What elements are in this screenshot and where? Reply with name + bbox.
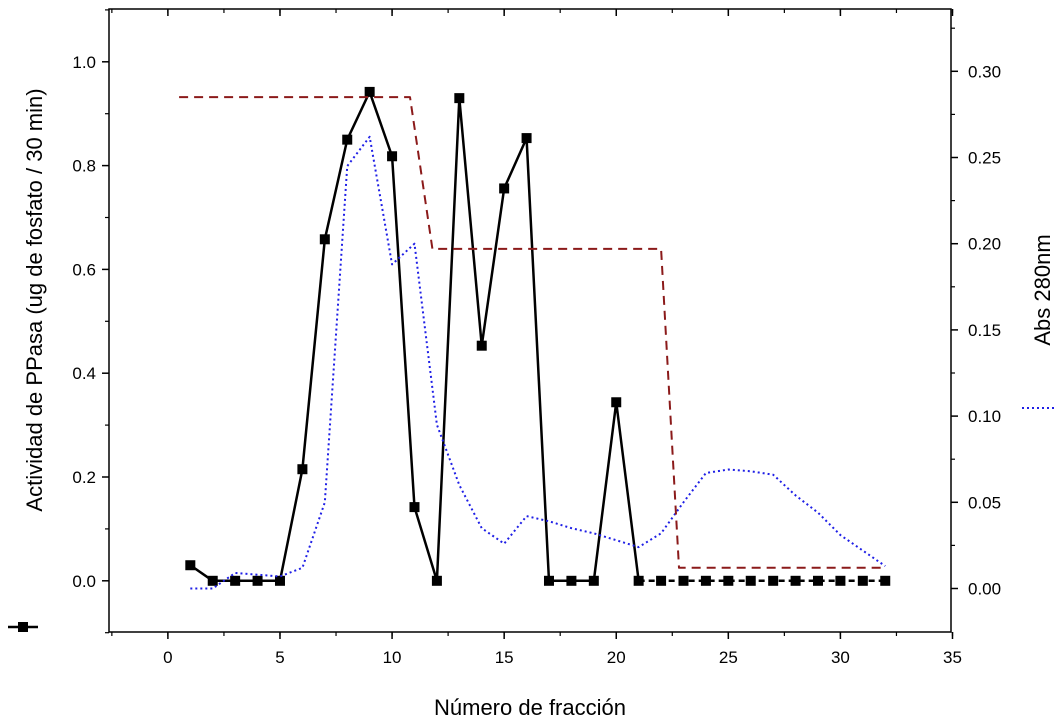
x-tick-label: 0 <box>163 648 172 667</box>
series-0-marker <box>521 133 532 144</box>
series-0-marker <box>230 575 241 586</box>
series-0-marker <box>723 575 734 586</box>
y-right-tick-label: 0.00 <box>968 580 1001 599</box>
y-left-axis-ticks: 0.0 0.2 0.4 0.6 0.8 1.0 <box>72 9 109 634</box>
series-1-line <box>190 135 886 590</box>
series-0-marker <box>633 575 644 586</box>
x-tick-label: 15 <box>495 648 514 667</box>
y-right-tick-label: 0.15 <box>968 321 1001 340</box>
x-tick-label: 30 <box>831 648 850 667</box>
series-0-marker <box>835 575 846 586</box>
series-0-marker <box>700 575 711 586</box>
y-right-tick-label: 0.10 <box>968 407 1001 426</box>
series-0-marker <box>543 575 554 586</box>
y-left-tick-label: 0.8 <box>72 157 96 176</box>
series-0-marker <box>678 575 689 586</box>
series-0-marker <box>454 93 465 104</box>
y-left-tick-label: 0.2 <box>72 468 96 487</box>
x-axis-title: Número de fracción <box>434 695 626 720</box>
series-0-marker <box>364 86 375 97</box>
plot-frame <box>108 8 952 633</box>
series-layer <box>179 86 891 590</box>
series-0-marker <box>476 340 487 351</box>
series-0-marker <box>274 575 285 586</box>
series-0-marker <box>790 575 801 586</box>
series-0-marker <box>499 183 510 194</box>
x-tick-label: 35 <box>943 648 962 667</box>
y-left-tick-label: 0.0 <box>72 572 96 591</box>
series-0-marker <box>880 575 891 586</box>
y-right-tick-label: 0.05 <box>968 493 1001 512</box>
series-0-marker <box>566 575 577 586</box>
y-left-tick-label: 0.6 <box>72 260 96 279</box>
y-left-axis-title: Actividad de PPasa (ug de fosfato / 30 m… <box>22 88 47 511</box>
y-right-axis-ticks: 0.00 0.05 0.10 0.15 0.20 0.25 0.30 <box>951 27 1001 599</box>
series-0-marker <box>656 575 667 586</box>
series-0-marker <box>857 575 868 586</box>
x-tick-label: 10 <box>383 648 402 667</box>
series-0-marker <box>768 575 779 586</box>
series-0-marker <box>812 575 823 586</box>
x-tick-label: 5 <box>275 648 284 667</box>
series-0-marker <box>611 397 622 408</box>
y-right-tick-label: 0.30 <box>968 62 1001 81</box>
series-0-marker <box>387 151 398 162</box>
series-0-marker <box>342 134 353 145</box>
series-0-marker <box>588 575 599 586</box>
series-0-marker <box>297 464 308 475</box>
series-0-marker <box>409 502 420 513</box>
series-0-marker <box>431 575 442 586</box>
y-right-axis-title: Abs 280nm <box>1030 234 1055 345</box>
series-0-marker <box>252 575 263 586</box>
y-left-tick-label: 0.4 <box>72 364 96 383</box>
y-right-tick-label: 0.25 <box>968 149 1001 168</box>
y-left-tick-label: 1.0 <box>72 53 96 72</box>
series-0-marker <box>319 234 330 245</box>
series-0-marker <box>207 575 218 586</box>
series-2-line <box>179 96 886 569</box>
y-right-tick-label: 0.20 <box>968 235 1001 254</box>
x-axis-ticks: 0 5 10 15 20 25 30 35 <box>111 9 962 667</box>
x-tick-label: 25 <box>719 648 738 667</box>
legend-key-left <box>8 622 38 632</box>
series-0-marker <box>185 560 196 571</box>
x-tick-label: 20 <box>607 648 626 667</box>
series-0-marker <box>745 575 756 586</box>
